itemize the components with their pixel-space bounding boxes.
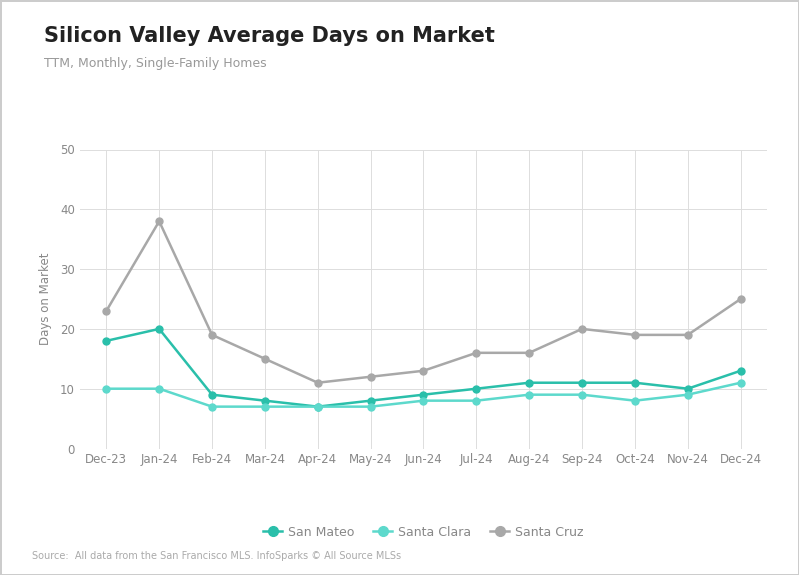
- Y-axis label: Days on Market: Days on Market: [39, 253, 52, 345]
- Text: TTM, Monthly, Single-Family Homes: TTM, Monthly, Single-Family Homes: [44, 58, 267, 71]
- Text: Source:  All data from the San Francisco MLS. InfoSparks © All Source MLSs: Source: All data from the San Francisco …: [32, 551, 401, 561]
- Legend: San Mateo, Santa Clara, Santa Cruz: San Mateo, Santa Clara, Santa Cruz: [258, 520, 589, 543]
- Text: Silicon Valley Average Days on Market: Silicon Valley Average Days on Market: [44, 26, 495, 46]
